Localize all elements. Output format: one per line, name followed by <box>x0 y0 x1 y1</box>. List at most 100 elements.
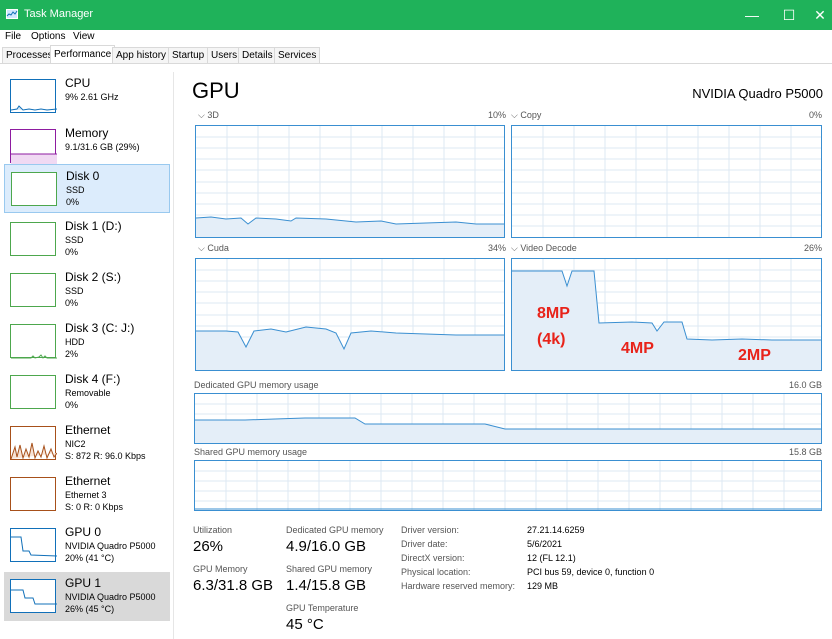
sidebar-item-sub: HDD <box>65 337 85 347</box>
sidebar-item-gpu-1[interactable]: GPU 1 NVIDIA Quadro P5000 26% (45 °C) <box>4 572 170 621</box>
sidebar-item-name: Disk 3 (C: J:) <box>65 321 135 335</box>
sidebar-item-sub: 9% 2.61 GHz <box>65 92 119 102</box>
sidebar-item-sub: NVIDIA Quadro P5000 <box>65 592 156 602</box>
sidebar-item-name: CPU <box>65 76 91 90</box>
tab-performance[interactable]: Performance <box>50 45 116 63</box>
sidebar-item-memory[interactable]: Memory 9.1/31.6 GB (29%) <box>4 122 170 171</box>
sidebar-item-cpu[interactable]: CPU 9% 2.61 GHz <box>4 72 170 121</box>
cpu-thumbnail-graph <box>10 79 57 113</box>
sidebar-item-disk-0[interactable]: Disk 0 SSD 0% <box>4 164 170 213</box>
gpu-1-thumbnail-graph <box>10 579 57 613</box>
sidebar-item-sub2: S: 872 R: 96.0 Kbps <box>65 451 146 461</box>
driver-date-key: Driver date: <box>401 539 448 549</box>
sidebar-item-sub: NVIDIA Quadro P5000 <box>65 541 156 551</box>
sidebar-item-disk-3[interactable]: Disk 3 (C: J:) HDD 2% <box>4 317 170 366</box>
sidebar-item-sub2: 0% <box>65 247 79 257</box>
gpu-memory-label: GPU Memory <box>193 564 248 574</box>
sidebar-item-sub: SSD <box>66 185 85 195</box>
close-button[interactable]: ✕ <box>814 7 826 23</box>
sidebar-item-disk-4[interactable]: Disk 4 (F:) Removable 0% <box>4 368 170 417</box>
shared-memory-stat-value: 1.4/15.8 GB <box>286 577 367 594</box>
tab-app-history[interactable]: App history <box>112 47 171 63</box>
tab-bar: Processes Performance App history Startu… <box>0 45 832 64</box>
task-manager-icon <box>6 9 18 19</box>
gpu-temperature-value: 45 °C <box>286 616 324 633</box>
sidebar-item-sub2: 2% <box>65 349 79 359</box>
graph-label-copy[interactable]: ⌵ Copy <box>511 110 542 120</box>
sidebar-item-sub: Ethernet 3 <box>65 490 107 500</box>
shared-memory-graph <box>194 460 822 511</box>
graph-label-text: 3D <box>207 110 219 120</box>
dedicated-memory-label: Dedicated GPU memory usage <box>194 380 319 390</box>
shared-memory-stat-label: Shared GPU memory <box>286 564 373 574</box>
disk-1-thumbnail-graph <box>10 222 56 256</box>
sidebar-item-name: Ethernet <box>65 474 111 488</box>
sidebar-item-sub2: 26% (45 °C) <box>65 604 115 614</box>
menu-options[interactable]: Options <box>31 31 66 42</box>
minimize-button[interactable]: — <box>745 7 759 23</box>
utilization-label: Utilization <box>193 525 233 535</box>
sidebar-item-disk-2[interactable]: Disk 2 (S:) SSD 0% <box>4 266 170 315</box>
sidebar-item-name: Disk 0 <box>66 169 100 183</box>
graph-copy <box>511 125 822 238</box>
sidebar-item-name: GPU 1 <box>65 576 102 590</box>
memory-thumbnail-graph <box>10 129 57 164</box>
driver-version-value: 27.21.14.6259 <box>527 525 585 535</box>
annotation-4k: (4k) <box>537 331 566 348</box>
sidebar-item-ethernet-nic2[interactable]: Ethernet NIC2 S: 872 R: 96.0 Kbps <box>4 419 170 468</box>
disk-3-thumbnail-graph <box>10 324 57 359</box>
gpu-temperature-label: GPU Temperature <box>286 603 359 613</box>
dedicated-memory-max: 16.0 GB <box>788 380 822 390</box>
graph-label-cuda[interactable]: ⌵ Cuda <box>198 243 229 253</box>
graph-video-decode: 8MP (4k) 4MP 2MP <box>511 258 822 371</box>
driver-version-key: Driver version: <box>401 525 460 535</box>
tab-services[interactable]: Services <box>274 47 321 63</box>
annotation-2mp: 2MP <box>738 347 771 364</box>
menu-file[interactable]: File <box>5 31 22 42</box>
driver-date-value: 5/6/2021 <box>527 539 563 549</box>
title-bar: Task Manager — ☐ ✕ <box>0 0 832 30</box>
menu-bar: File Options View <box>0 30 832 45</box>
sidebar-item-ethernet-3[interactable]: Ethernet Ethernet 3 S: 0 R: 0 Kbps <box>4 470 170 519</box>
hardware-reserved-memory-key: Hardware reserved memory: <box>401 581 516 591</box>
graph-label-text: Video Decode <box>520 243 577 253</box>
disk-2-thumbnail-graph <box>10 273 56 307</box>
sidebar-item-name: Disk 4 (F:) <box>65 372 121 386</box>
sidebar-item-name: GPU 0 <box>65 525 102 539</box>
graph-pct-video-decode: 26% <box>803 243 822 253</box>
gpu-0-thumbnail-graph <box>10 528 57 562</box>
directx-version-value: 12 (FL 12.1) <box>527 553 576 563</box>
tab-details[interactable]: Details <box>238 47 277 63</box>
gpu-model-name: NVIDIA Quadro P5000 <box>692 86 823 101</box>
tab-users[interactable]: Users <box>207 47 242 63</box>
sidebar-item-name: Ethernet <box>65 423 111 437</box>
dedicated-memory-stat-value: 4.9/16.0 GB <box>286 538 367 555</box>
sidebar-item-gpu-0[interactable]: GPU 0 NVIDIA Quadro P5000 20% (41 °C) <box>4 521 170 570</box>
graph-pct-3d: 10% <box>487 110 506 120</box>
directx-version-key: DirectX version: <box>401 553 465 563</box>
sidebar-item-name: Disk 2 (S:) <box>65 270 122 284</box>
physical-location-value: PCI bus 59, device 0, function 0 <box>527 567 655 577</box>
sidebar-item-sub2: 0% <box>66 197 80 207</box>
sidebar-item-sub2: 0% <box>65 400 79 410</box>
graph-label-video-decode[interactable]: ⌵ Video Decode <box>511 243 577 253</box>
annotation-8mp: 8MP <box>537 305 570 322</box>
page-title: GPU <box>192 78 240 103</box>
dedicated-memory-graph <box>194 393 822 444</box>
menu-view[interactable]: View <box>73 31 95 42</box>
sidebar-item-sub2: 0% <box>65 298 79 308</box>
hardware-reserved-memory-value: 129 MB <box>527 581 559 591</box>
utilization-value: 26% <box>193 538 224 555</box>
sidebar-item-disk-1[interactable]: Disk 1 (D:) SSD 0% <box>4 215 170 264</box>
annotation-4mp: 4MP <box>621 340 654 357</box>
tab-processes[interactable]: Processes <box>2 47 57 63</box>
ethernet-3-thumbnail-graph <box>10 477 56 511</box>
graph-label-text: Copy <box>520 110 542 120</box>
ethernet-thumbnail-graph <box>10 426 57 460</box>
graph-label-3d[interactable]: ⌵ 3D <box>198 110 219 120</box>
sidebar-item-sub2: S: 0 R: 0 Kbps <box>65 502 124 512</box>
tab-startup[interactable]: Startup <box>168 47 209 63</box>
maximize-button[interactable]: ☐ <box>782 7 796 23</box>
window-title: Task Manager <box>24 8 94 20</box>
graph-label-text: Cuda <box>207 243 229 253</box>
